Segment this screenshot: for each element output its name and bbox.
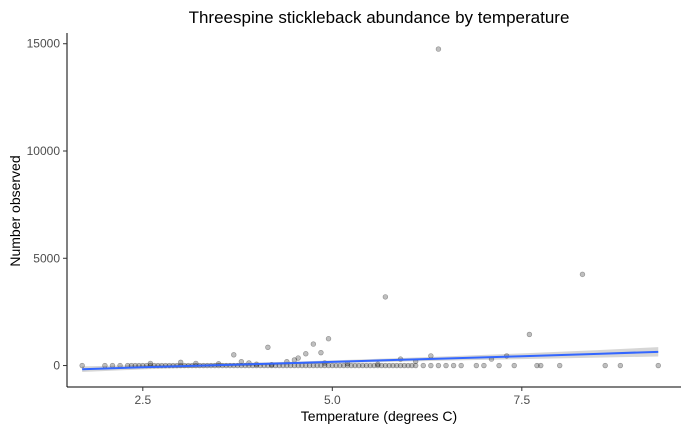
data-point bbox=[602, 362, 608, 369]
data-point bbox=[325, 336, 332, 342]
data-point bbox=[458, 362, 464, 369]
data-point bbox=[526, 331, 533, 338]
y-tick-label: 15000 bbox=[27, 37, 61, 51]
data-point bbox=[390, 362, 396, 369]
data-point bbox=[538, 362, 544, 369]
data-point bbox=[412, 362, 419, 369]
data-point bbox=[579, 271, 586, 278]
data-point bbox=[435, 362, 442, 369]
data-point bbox=[511, 362, 517, 369]
data-point bbox=[348, 362, 354, 369]
data-point bbox=[295, 355, 301, 361]
data-point bbox=[450, 362, 457, 369]
data-point bbox=[340, 362, 347, 369]
data-point bbox=[356, 362, 362, 369]
x-tick-label: 7.5 bbox=[513, 393, 530, 407]
data-point bbox=[382, 294, 389, 300]
data-point bbox=[329, 362, 336, 369]
data-point bbox=[420, 362, 426, 369]
x-tick-label: 5.0 bbox=[324, 393, 341, 407]
data-point bbox=[238, 358, 245, 365]
y-axis-ticks: 0 5000 10000 15000 bbox=[27, 37, 67, 373]
data-point bbox=[435, 46, 442, 52]
data-point bbox=[443, 362, 449, 369]
x-tick-label: 2.5 bbox=[134, 393, 151, 407]
data-point bbox=[481, 362, 487, 369]
data-point bbox=[375, 362, 381, 369]
chart-title: Threespine stickleback abundance by temp… bbox=[189, 8, 570, 27]
data-point bbox=[318, 349, 324, 356]
trend-line-layer bbox=[82, 350, 659, 371]
data-point bbox=[534, 362, 540, 369]
x-axis-ticks: 2.5 5.0 7.5 bbox=[134, 387, 530, 407]
data-point bbox=[655, 362, 661, 369]
data-point bbox=[310, 341, 317, 347]
y-tick-label: 0 bbox=[53, 359, 60, 373]
data-point bbox=[405, 362, 411, 369]
data-point bbox=[428, 362, 434, 369]
y-axis-title: Number observed bbox=[7, 155, 23, 266]
data-point bbox=[617, 362, 624, 369]
data-point bbox=[371, 362, 377, 369]
data-point bbox=[333, 362, 339, 369]
data-point bbox=[363, 362, 370, 369]
data-point bbox=[386, 362, 392, 369]
data-point bbox=[428, 353, 434, 359]
data-point bbox=[394, 362, 400, 369]
data-point bbox=[496, 362, 502, 369]
data-point bbox=[325, 362, 332, 369]
data-point bbox=[265, 344, 271, 351]
data-point bbox=[375, 361, 381, 367]
data-point bbox=[352, 362, 358, 369]
data-point bbox=[337, 362, 343, 369]
confidence-band bbox=[82, 347, 659, 372]
confidence-band-layer bbox=[82, 347, 659, 372]
data-point bbox=[397, 362, 404, 369]
data-point bbox=[382, 362, 389, 369]
data-point bbox=[147, 360, 154, 367]
data-point bbox=[102, 362, 108, 369]
data-point bbox=[557, 362, 563, 369]
data-point bbox=[367, 362, 373, 369]
y-tick-label: 5000 bbox=[33, 251, 60, 265]
points-layer bbox=[79, 46, 661, 369]
data-point bbox=[344, 362, 351, 369]
data-point bbox=[178, 359, 184, 366]
data-point bbox=[231, 352, 237, 358]
data-point bbox=[303, 351, 309, 357]
data-point bbox=[473, 362, 480, 369]
data-point bbox=[378, 362, 385, 369]
trend-line bbox=[82, 350, 659, 371]
x-axis-title: Temperature (degrees C) bbox=[301, 408, 457, 424]
data-point bbox=[79, 362, 85, 369]
data-point bbox=[359, 362, 366, 369]
data-point bbox=[322, 362, 328, 369]
data-point bbox=[409, 362, 415, 369]
y-tick-label: 10000 bbox=[27, 144, 61, 158]
data-point bbox=[401, 362, 408, 369]
